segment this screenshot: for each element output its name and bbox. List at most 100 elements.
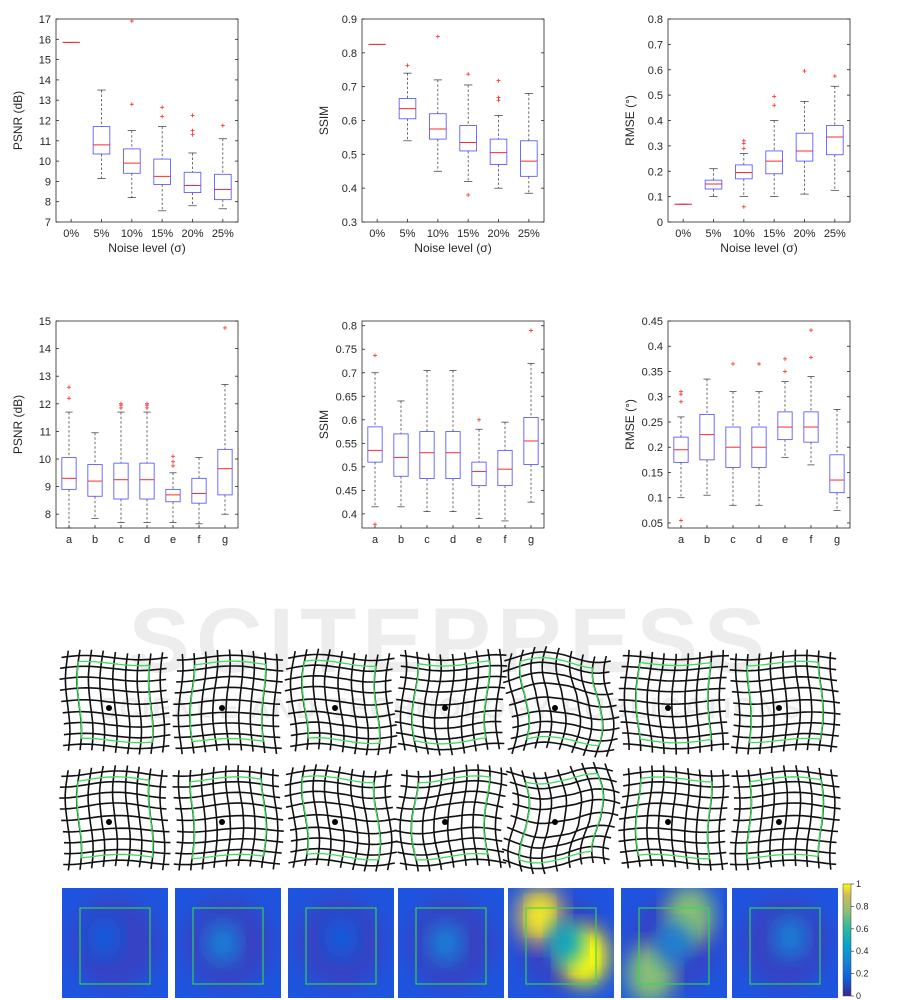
y-tick-label: 0.65 (336, 391, 357, 403)
outlier (783, 356, 787, 361)
grid-panel-11 (394, 764, 508, 872)
roi-box (79, 907, 151, 985)
outlier (809, 328, 813, 333)
box-iqr (191, 477, 207, 504)
y-tick-label: 0.4 (648, 116, 663, 128)
box-d (445, 370, 461, 512)
box-c (725, 361, 741, 506)
y-tick-label: 0.4 (342, 509, 357, 521)
colorbar: 0 0.2 0.4 0.6 0.8 1 (842, 879, 869, 1000)
y-tick-label: 12 (39, 399, 51, 411)
outlier (772, 94, 777, 99)
heatmap-peak (87, 916, 122, 959)
x-tick-label: 25% (212, 228, 234, 240)
grid-line (828, 769, 836, 870)
outlier (679, 399, 683, 404)
grid-line (602, 763, 616, 865)
outlier (67, 385, 71, 390)
box-iqr (139, 462, 155, 500)
heatmap-panel-5 (508, 888, 614, 998)
boxplot-chart-2: 0.3 0.4 0.5 0.6 0.7 0.8 0.9 0% 5% 10% 15% 20% 25% Noi… (317, 14, 545, 255)
box-f (803, 328, 819, 466)
box-iqr (765, 150, 783, 175)
box-iqr (445, 431, 461, 480)
box-f (191, 457, 207, 525)
box-iqr (520, 140, 538, 177)
y-tick-label: 13 (39, 371, 51, 383)
box-iqr (429, 113, 447, 140)
y-tick-label: 0.3 (342, 217, 357, 229)
x-tick-label: d (756, 534, 762, 546)
x-tick-label: b (704, 534, 710, 546)
roi-outline (411, 660, 491, 745)
grid-panel-10 (284, 764, 398, 872)
y-tick-label: 0.2 (648, 166, 663, 178)
boxplot-chart-4: 8 9 10 11 12 13 14 15 a b c d e f g PSNR (dB) (11, 316, 239, 546)
box-5% (92, 89, 111, 179)
y-tick-label: 0.2 (648, 442, 663, 454)
y-axis-label: RMSE (°) (623, 95, 637, 146)
outlier (171, 459, 175, 464)
center-point (665, 819, 671, 825)
box-b (699, 378, 715, 496)
box-b (393, 400, 409, 508)
heatmap-peak (205, 922, 240, 964)
y-tick-label: 0.7 (342, 368, 357, 380)
boxplot-chart-3: 0 0.1 0.2 0.3 0.4 0.5 0.6 0.7 0.8 0% 5% 10% 15% 20% 25… (623, 14, 851, 255)
box-g (217, 325, 233, 515)
roi-outline (635, 661, 712, 744)
x-tick-label: 5% (94, 228, 110, 240)
box-iqr (367, 426, 383, 463)
box-d (751, 361, 767, 506)
outlier (119, 401, 123, 406)
box-20% (183, 113, 202, 207)
x-tick-label: a (678, 534, 685, 546)
x-tick-label: 15% (763, 228, 785, 240)
center-point (552, 819, 558, 825)
x-tick-label: g (222, 534, 228, 546)
x-tick-label: 10% (733, 228, 755, 240)
outlier (757, 361, 761, 366)
y-tick-label: 10 (39, 454, 51, 466)
roi-box (415, 907, 487, 985)
y-tick-label: 8 (45, 197, 51, 209)
grid-line (175, 743, 282, 750)
roi-outline (519, 656, 604, 747)
box-10% (429, 34, 447, 172)
box-iqr (153, 158, 171, 185)
heatmap-panel-4 (398, 888, 504, 998)
heatmap-panel-1 (62, 888, 168, 998)
center-point (552, 705, 558, 711)
y-tick-label: 0.6 (342, 116, 357, 128)
y-tick-label: 0.1 (648, 493, 663, 505)
grid-line (63, 743, 170, 750)
box-a (367, 353, 383, 527)
heatmap-peak-core (527, 899, 552, 932)
watermark-main: SCITEPRESS (129, 590, 772, 692)
roi-box (638, 907, 710, 985)
outlier (741, 138, 746, 143)
grid-panel-2 (172, 649, 284, 755)
box-iqr (829, 454, 845, 494)
plot-frame (361, 18, 545, 223)
x-tick-label: 5% (400, 228, 416, 240)
grid-line (829, 651, 836, 753)
outlier (802, 69, 807, 74)
grid-line (159, 769, 166, 871)
y-tick-label: 11 (40, 136, 51, 148)
y-tick-label: 0.15 (642, 467, 663, 479)
grid-panel-7 (729, 649, 841, 755)
outlier (741, 146, 746, 151)
heatmap-peak (428, 922, 463, 964)
grid-line (718, 649, 725, 751)
grid-panel-1 (59, 649, 171, 755)
center-point (219, 705, 225, 711)
roi-outline (76, 776, 154, 859)
x-tick-label: 20% (793, 228, 815, 240)
box-iqr (497, 449, 513, 487)
heatmap-peak (549, 922, 584, 964)
x-tick-label: a (66, 534, 73, 546)
x-axis-label: Noise level (σ) (414, 241, 491, 255)
y-tick-label: 16 (39, 34, 51, 46)
